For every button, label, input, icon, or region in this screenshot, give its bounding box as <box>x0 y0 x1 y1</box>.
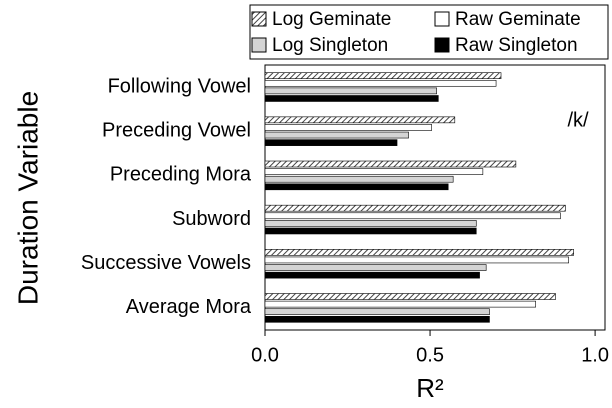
bar <box>264 139 398 146</box>
bar <box>264 249 574 256</box>
bar <box>264 256 569 264</box>
legend-label: Log Singleton <box>272 35 388 56</box>
legend-swatch <box>434 37 450 53</box>
bar <box>264 87 437 95</box>
bar <box>264 160 517 168</box>
bar <box>264 124 432 131</box>
bar <box>264 79 497 87</box>
bar <box>264 264 487 271</box>
bar <box>264 204 566 212</box>
y-tick-label: Subword <box>172 208 251 230</box>
bar <box>264 316 490 323</box>
y-axis-label: Duration Variable <box>12 91 43 305</box>
plot-frame <box>264 64 606 331</box>
legend-swatch <box>434 11 450 27</box>
x-tick-label: 0.0 <box>251 344 279 366</box>
y-tick-label: Average Mora <box>126 296 252 318</box>
bar <box>264 183 449 191</box>
bar <box>264 212 561 220</box>
bar <box>264 300 536 308</box>
legend-swatch <box>251 37 267 53</box>
x-tick-label: 1.0 <box>581 344 609 366</box>
y-tick-label: Following Vowel <box>108 75 251 97</box>
bar <box>264 271 480 279</box>
legend-box <box>249 4 609 60</box>
x-axis-label: R² <box>416 373 444 403</box>
bar <box>264 227 477 235</box>
legend-swatch <box>251 11 267 27</box>
bar <box>264 131 409 139</box>
bar <box>264 293 556 300</box>
bar <box>264 116 456 124</box>
y-tick-label: Preceding Mora <box>110 164 252 186</box>
y-tick-label: Preceding Vowel <box>102 120 251 142</box>
legend-label: Raw Geminate <box>455 9 581 30</box>
bar <box>264 308 490 316</box>
legend-label: Log Geminate <box>272 9 391 30</box>
bar <box>264 175 454 183</box>
legend-label: Raw Singleton <box>455 35 578 56</box>
bar <box>264 220 477 227</box>
bar <box>264 95 439 102</box>
x-tick-label: 0.5 <box>416 344 444 366</box>
annotation: /k/ <box>567 109 589 131</box>
y-tick-label: Successive Vowels <box>81 252 251 274</box>
bar <box>264 168 484 175</box>
bar <box>264 72 502 79</box>
